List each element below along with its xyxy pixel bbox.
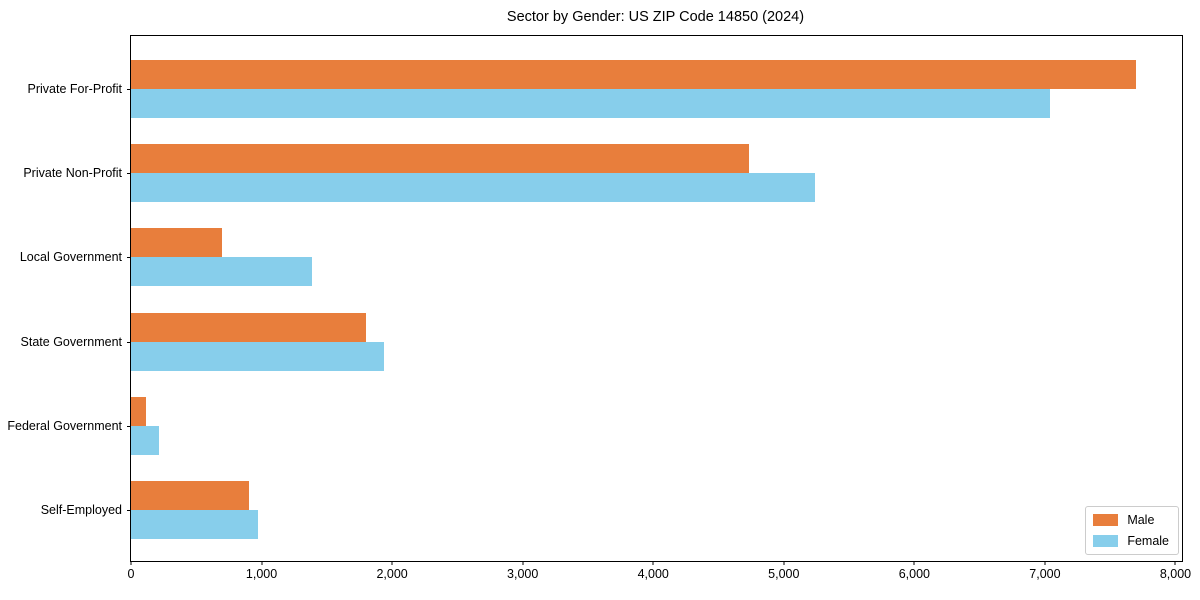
x-tick-label-4000: 4,000 xyxy=(637,567,669,581)
legend-swatch-male xyxy=(1093,514,1119,526)
chart-title: Sector by Gender: US ZIP Code 14850 (202… xyxy=(506,9,805,25)
x-tick-label-6000: 6,000 xyxy=(898,567,930,581)
plot-area: Male Female Private For-Profit Private Non… xyxy=(7,35,1191,581)
y-tick-state-government xyxy=(127,341,131,343)
bar-male-private-non-profit xyxy=(131,144,749,174)
y-axis-label-private-non-profit: Private Non-Profit xyxy=(23,166,122,181)
x-tick-7000 xyxy=(1044,561,1046,565)
y-axis-label-local-government: Local Government xyxy=(19,250,122,265)
bar-female-self-employed xyxy=(131,510,258,539)
legend: Male Female xyxy=(1085,506,1179,555)
x-tick-label-2000: 2,000 xyxy=(376,567,408,581)
y-axis-label-federal-government: Federal Government xyxy=(7,418,122,433)
y-tick-private-for-profit xyxy=(127,89,131,90)
bar-male-private-for-profit xyxy=(131,60,1137,89)
bar-male-local-government xyxy=(131,228,223,258)
x-tick-label-8000: 8,000 xyxy=(1159,567,1192,581)
y-axis-label-private-for-profit: Private For-Profit xyxy=(27,82,122,96)
bar-male-federal-government xyxy=(131,396,146,426)
y-tick-private-non-profit xyxy=(127,173,131,175)
legend-item-female: Female xyxy=(1093,534,1169,548)
x-tick-3000 xyxy=(522,561,524,565)
bar-male-state-government xyxy=(131,312,366,342)
x-tick-4000 xyxy=(652,561,654,565)
legend-swatch-female xyxy=(1093,535,1119,547)
bar-female-local-government xyxy=(131,257,312,287)
x-tick-label-1000: 1,000 xyxy=(245,567,278,581)
y-axis-label-state-government: State Government xyxy=(20,334,122,349)
x-tick-2000 xyxy=(391,561,393,565)
x-tick-0 xyxy=(130,561,132,565)
y-tick-self-employed xyxy=(127,510,131,511)
y-tick-local-government xyxy=(127,257,131,259)
bar-female-federal-government xyxy=(131,425,160,455)
x-tick-1000 xyxy=(261,561,263,565)
x-tick-label-5000: 5,000 xyxy=(768,567,800,581)
x-tick-label-7000: 7,000 xyxy=(1029,567,1061,581)
x-tick-6000 xyxy=(913,561,915,565)
legend-item-male: Male xyxy=(1093,513,1169,527)
bar-female-private-for-profit xyxy=(131,89,1051,118)
bar-female-private-non-profit xyxy=(131,173,816,203)
bar-male-self-employed xyxy=(131,481,249,510)
legend-label-female: Female xyxy=(1127,534,1169,548)
x-tick-5000 xyxy=(783,561,785,565)
legend-label-male: Male xyxy=(1127,513,1155,527)
x-tick-8000 xyxy=(1174,561,1176,565)
y-tick-federal-government xyxy=(127,425,131,427)
x-tick-label-0: 0 xyxy=(127,567,135,581)
y-axis-label-self-employed: Self-Employed xyxy=(40,503,122,517)
bar-female-state-government xyxy=(131,341,385,371)
x-tick-label-3000: 3,000 xyxy=(507,567,539,581)
